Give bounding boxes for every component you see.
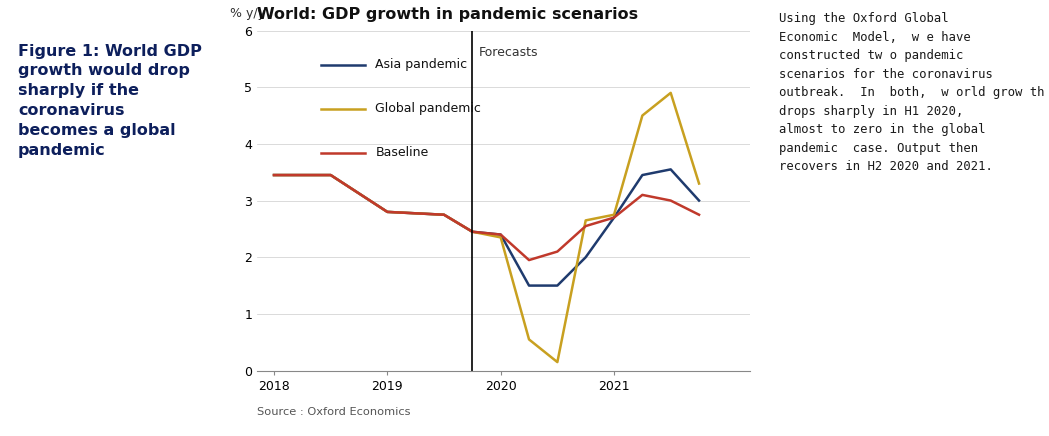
Text: World: GDP growth in pandemic scenarios: World: GDP growth in pandemic scenarios [257,7,638,22]
Text: Global pandemic: Global pandemic [376,102,481,115]
Text: Figure 1: World GDP
growth would drop
sharply if the
coronavirus
becomes a globa: Figure 1: World GDP growth would drop sh… [18,44,201,157]
Text: % y/y: % y/y [230,7,265,20]
Text: Asia pandemic: Asia pandemic [376,58,468,71]
Text: Source : Oxford Economics: Source : Oxford Economics [257,407,410,417]
Text: Baseline: Baseline [376,146,429,160]
Text: Forecasts: Forecasts [479,46,538,59]
Text: Using the Oxford Global
Economic  Model,  w e have
constructed tw o pandemic
sce: Using the Oxford Global Economic Model, … [778,12,1045,173]
